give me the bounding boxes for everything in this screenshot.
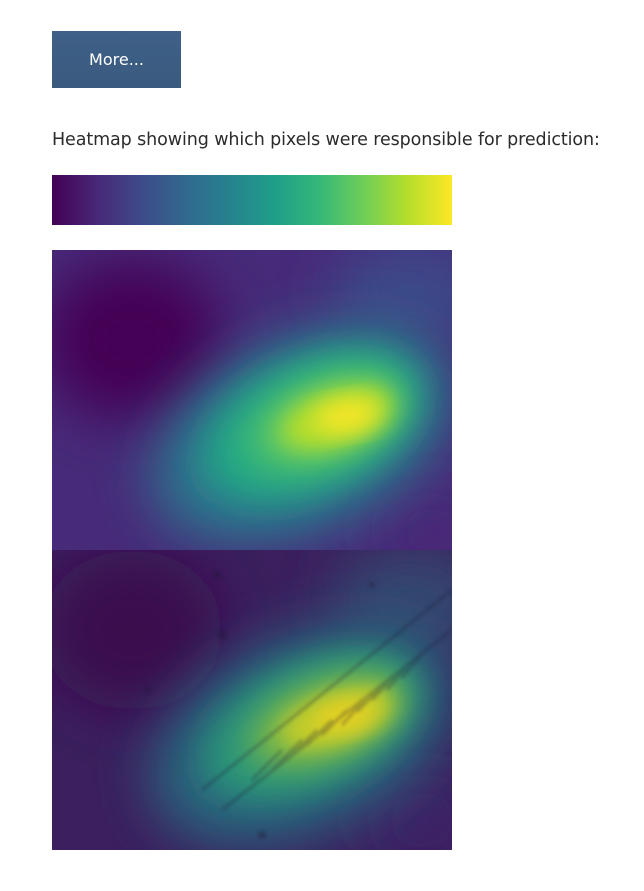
heatmap-image bbox=[52, 250, 452, 550]
heatmap-colorbar bbox=[52, 175, 452, 225]
heatmap-caption: Heatmap showing which pixels were respon… bbox=[52, 130, 600, 150]
heatmap-overlay-image bbox=[52, 550, 452, 850]
more-button[interactable]: More... bbox=[52, 31, 181, 88]
